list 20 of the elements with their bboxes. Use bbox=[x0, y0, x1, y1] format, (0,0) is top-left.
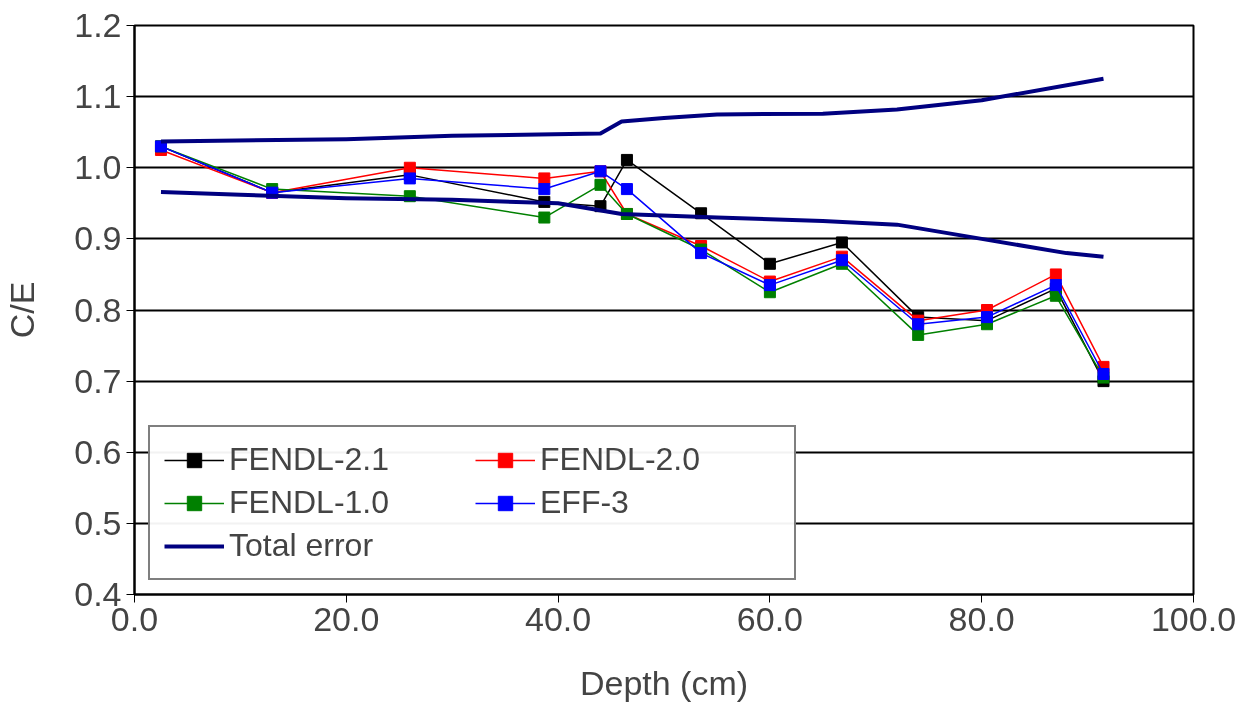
y-axis-title: C/E bbox=[3, 281, 42, 339]
y-tick-label: 1.0 bbox=[74, 148, 122, 187]
y-tick-label: 0.6 bbox=[74, 432, 122, 471]
x-tick-label: 80.0 bbox=[948, 599, 1015, 638]
x-tick-label: 60.0 bbox=[736, 599, 803, 638]
x-tick-label: 40.0 bbox=[525, 599, 592, 638]
y-tick-label: 0.8 bbox=[74, 290, 122, 329]
legend-label: FENDL-2.0 bbox=[540, 441, 702, 478]
legend-label: Total error bbox=[229, 527, 375, 564]
legend-label: FENDL-1.0 bbox=[229, 484, 391, 521]
legend-label: EFF-3 bbox=[540, 484, 630, 521]
x-tick-label: 20.0 bbox=[313, 599, 380, 638]
legend-label: FENDL-2.1 bbox=[229, 441, 391, 478]
x-axis-title: Depth (cm) bbox=[579, 663, 749, 702]
y-tick-label: 1.2 bbox=[74, 6, 122, 44]
y-tick-label: 0.5 bbox=[74, 503, 122, 542]
x-tick-label: 100.0 bbox=[1150, 599, 1237, 638]
y-tick-label: 0.9 bbox=[74, 219, 122, 258]
y-tick-label: 1.1 bbox=[74, 77, 122, 116]
y-tick-label: 0.7 bbox=[74, 361, 122, 400]
